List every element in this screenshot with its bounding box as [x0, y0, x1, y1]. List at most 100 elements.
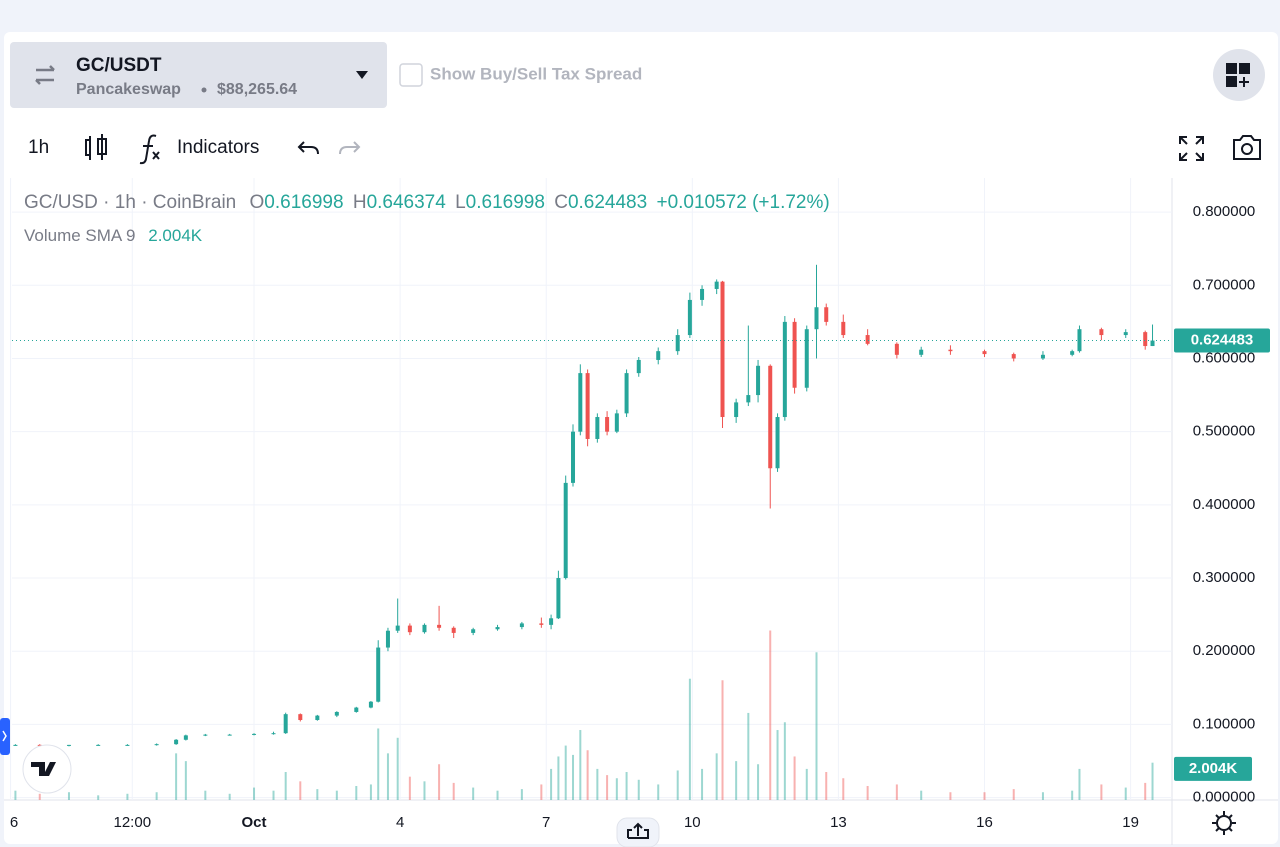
volume-bar [564, 745, 567, 800]
volume-bar [676, 770, 679, 800]
dropdown-arrow [356, 71, 368, 79]
y-tick-label: 0.700000 [1193, 276, 1256, 293]
legend-low: 0.616998 [466, 192, 545, 213]
y-tick-label: 0.200000 [1193, 642, 1256, 659]
undo-icon[interactable] [297, 141, 319, 155]
candle-body [982, 351, 987, 355]
volume-sma: 2.004K [148, 226, 203, 245]
candle-body [624, 373, 629, 414]
volume-bar [438, 764, 441, 800]
candle-body [437, 624, 442, 628]
volume-bar [1012, 789, 1015, 800]
volume-bar [793, 756, 796, 800]
candle-body [315, 715, 320, 721]
volume-bar [228, 793, 231, 800]
candle-body [203, 734, 208, 736]
volume-bar [496, 790, 499, 800]
candle-body [227, 734, 232, 736]
volume-bar [842, 778, 845, 800]
x-tick-label: 16 [976, 814, 993, 831]
candle-body [824, 307, 829, 322]
volume-bar [284, 772, 287, 800]
volume-bar [355, 786, 358, 800]
candle-body [1150, 340, 1155, 347]
candle-body [556, 578, 561, 619]
fx-icon[interactable] [139, 134, 160, 165]
volume-bar [377, 728, 380, 800]
indicators-button[interactable]: Indicators [177, 137, 259, 158]
volume-bar [805, 768, 808, 800]
volume-label: Volume SMA 9 [24, 226, 136, 245]
candle-body [687, 299, 692, 336]
y-tick-label: 0.400000 [1193, 496, 1256, 513]
volume-bar [783, 722, 786, 800]
volume-bar [983, 792, 986, 800]
grid [10, 178, 1172, 800]
candle-body [1143, 332, 1148, 347]
candle-body [252, 733, 257, 735]
candle-body [471, 629, 476, 633]
candle-body [720, 281, 725, 418]
candle-body [271, 733, 276, 735]
candle-body [756, 365, 761, 396]
legend-h: H [353, 192, 367, 213]
volume-sma-tag-label: 2.004K [1189, 760, 1238, 777]
volume-bar [472, 787, 475, 800]
settings-icon[interactable] [1216, 815, 1232, 831]
checkbox[interactable] [399, 63, 423, 87]
redo-icon[interactable] [339, 141, 361, 155]
panel [4, 32, 1278, 844]
layout-circle[interactable] [1213, 49, 1265, 101]
camera-lens [1241, 143, 1253, 155]
selector-box[interactable] [10, 42, 387, 108]
pair-selector[interactable]: GC/USDT Pancakeswap $88,265.64 [10, 42, 387, 108]
candle-body [865, 335, 870, 344]
layout-icon [1226, 63, 1250, 87]
chart-type-icon[interactable] [85, 134, 107, 160]
volume-bar [1100, 784, 1103, 800]
volume-bar [1041, 792, 1044, 800]
volume-bar [637, 779, 640, 800]
volume-bar [625, 772, 628, 800]
camera-icon[interactable] [1233, 135, 1261, 160]
candle-body [283, 714, 288, 734]
checkbox-label[interactable]: Show Buy/Sell Tax Spread [430, 64, 642, 83]
layout-button[interactable] [1213, 49, 1265, 101]
candle-body [578, 373, 583, 432]
legend-title: GC/USD · 1h · CoinBrain [24, 192, 236, 213]
candle-body [395, 625, 400, 631]
volume-bar [1078, 768, 1081, 800]
volume-bar [579, 730, 582, 800]
candle-body [354, 707, 359, 712]
candle-body [656, 351, 661, 360]
candle-body [1040, 354, 1045, 359]
candle-body [422, 624, 427, 633]
volume-bar [253, 787, 256, 800]
candle-body [37, 744, 42, 746]
candle-body [768, 365, 773, 469]
volume-bar [596, 768, 599, 800]
last-price-tag [1174, 328, 1270, 353]
candle-body [636, 359, 641, 374]
candle-body [595, 417, 600, 439]
candle-body [96, 744, 101, 746]
candle-body [614, 413, 619, 432]
legend-l: L [455, 192, 466, 213]
volume-bar [204, 790, 207, 800]
volume-bar [369, 784, 372, 800]
x-tick-label: 13 [830, 814, 847, 831]
candle-body [407, 625, 412, 633]
candle-body [334, 711, 339, 716]
plot [12, 264, 1172, 800]
volume-bar [769, 630, 772, 800]
y-tick-label: 0.100000 [1193, 715, 1256, 732]
candle-body [66, 744, 71, 746]
candle-body [519, 623, 524, 628]
volume-bar [557, 756, 560, 800]
interval[interactable]: 1h [28, 137, 49, 158]
volume-bar [615, 778, 618, 800]
volume-bar [184, 761, 187, 800]
fullscreen-icon[interactable] [1179, 136, 1204, 161]
volume-bar [757, 764, 760, 800]
